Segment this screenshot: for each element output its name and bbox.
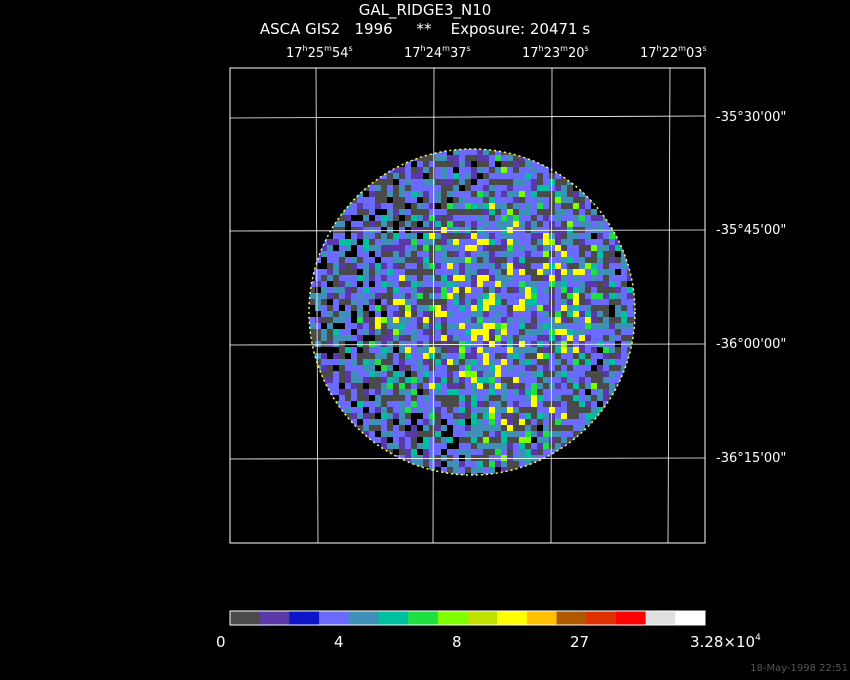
grid-dec-line [229, 115, 706, 119]
colorbar-swatch [526, 611, 558, 625]
ra-tick-label: 17h25m54s [286, 44, 353, 61]
grid-ra-line [432, 67, 435, 544]
plot-subtitle: ASCA GIS2 1996 ** Exposure: 20471 s [259, 20, 591, 38]
colorbar-swatch [259, 611, 290, 625]
timestamp-footer: 18-May-1998 22:51 [750, 663, 848, 674]
plot-frame [229, 67, 706, 544]
grid-dec-line [229, 229, 706, 232]
colorbar-swatch [378, 611, 409, 625]
dec-tick-label: -36°15'00" [716, 451, 787, 466]
grid-ra-line [550, 67, 553, 544]
colorbar-swatch [348, 611, 379, 625]
colorbar-swatch [615, 611, 647, 625]
colorbar-swatch [645, 611, 676, 625]
grid-ra-line [667, 67, 671, 544]
ra-tick-label: 17h23m20s [522, 44, 589, 61]
colorbar-swatch [230, 611, 261, 625]
grid-dec-line [229, 343, 706, 346]
colorbar [230, 611, 706, 625]
ra-tick-label: 17h24m37s [404, 44, 471, 61]
colorbar-swatch [556, 611, 587, 625]
colorbar-swatch [467, 611, 498, 625]
colorbar-tick-label: 0 [216, 633, 226, 651]
dec-tick-label: -35°45'00" [716, 223, 787, 238]
colorbar-swatch [408, 611, 439, 625]
colorbar-swatch [497, 611, 528, 625]
colorbar-swatch [319, 611, 350, 625]
dec-tick-label: -35°30'00" [716, 110, 787, 125]
colorbar-max-label: 3.28×104 [690, 633, 761, 651]
grid-ra-line [315, 67, 319, 544]
colorbar-tick-label: 8 [452, 633, 462, 651]
colorbar-swatch [289, 611, 320, 625]
dec-tick-label: -36°00'00" [716, 337, 787, 352]
colorbar-swatch [586, 611, 617, 625]
ra-tick-label: 17h22m03s [640, 44, 707, 61]
plot-title: GAL_RIDGE3_N10 [358, 1, 492, 19]
colorbar-frame [229, 610, 706, 626]
colorbar-swatch [437, 611, 468, 625]
field-of-view-rim [308, 148, 636, 476]
colorbar-swatch [675, 611, 706, 625]
coordinate-grid [229, 67, 706, 544]
colorbar-tick-label: 4 [334, 633, 344, 651]
colorbar-tick-label: 27 [570, 633, 590, 651]
grid-dec-line [229, 457, 706, 460]
